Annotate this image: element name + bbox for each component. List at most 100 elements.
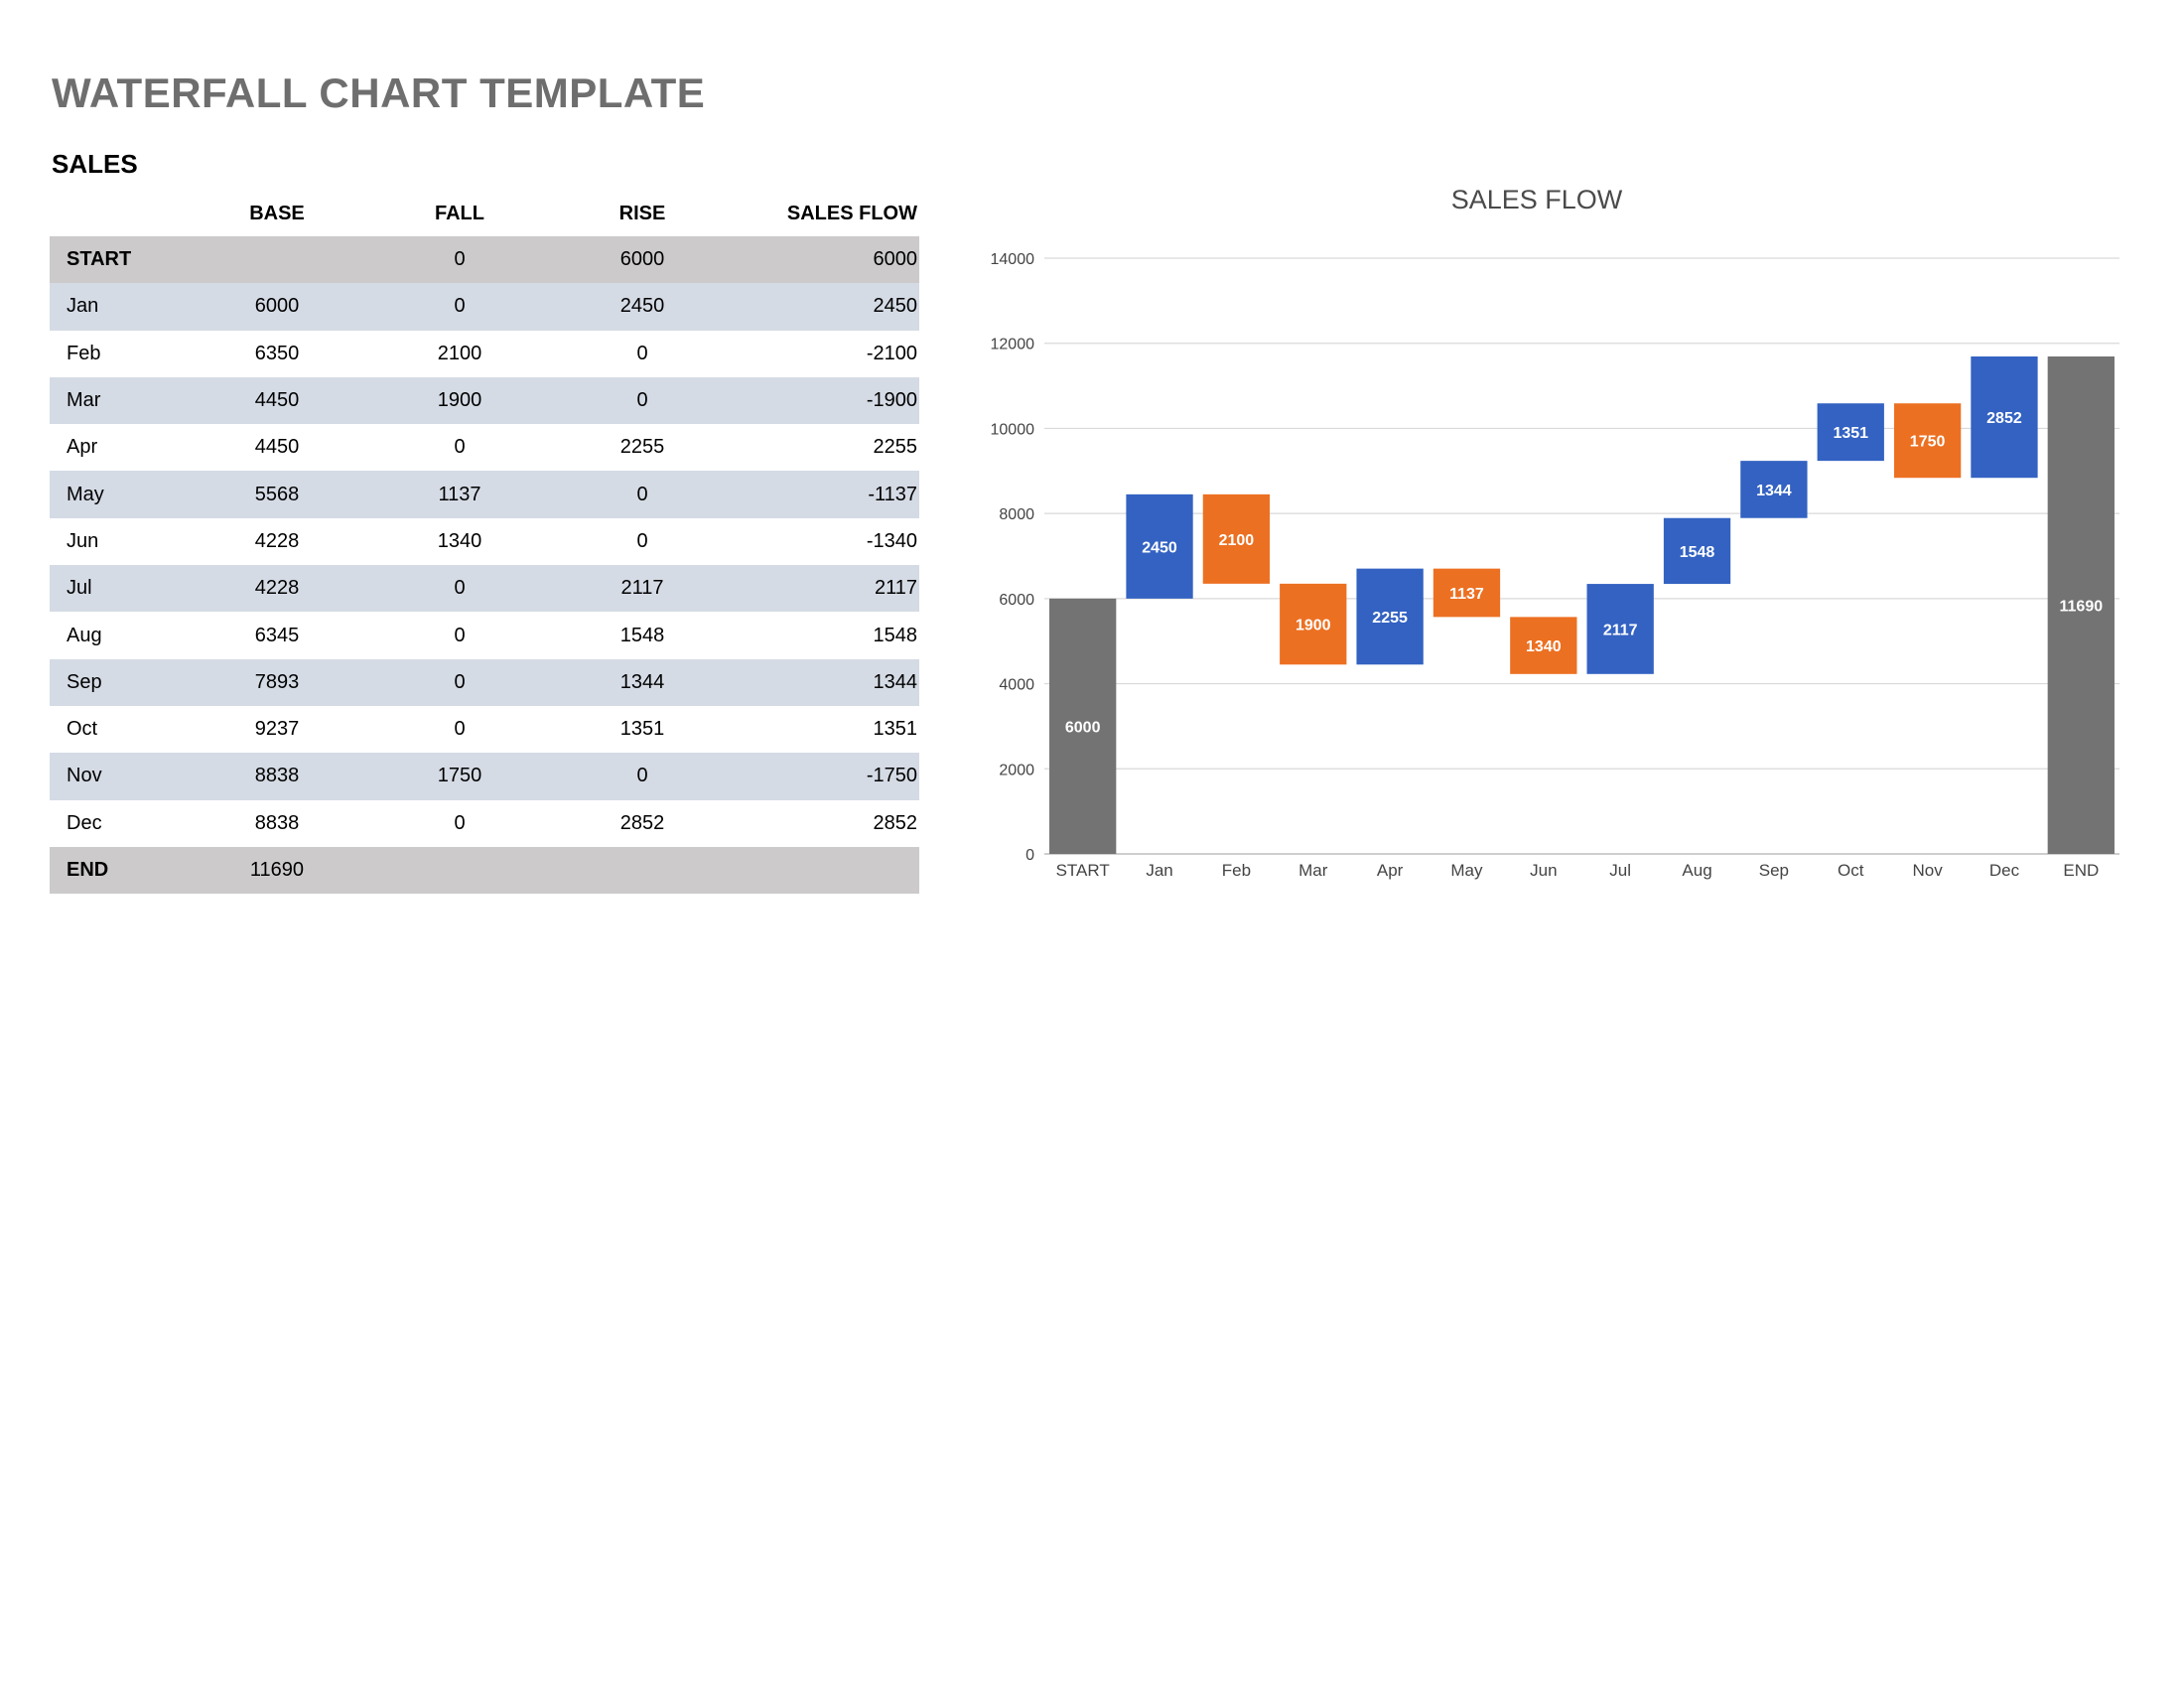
table-row: Jan 6000 0 2450 2450 — [50, 283, 919, 331]
cell-rise: 0 — [564, 471, 721, 518]
chart-bars: 6000 2450 2100 1900 2255 1137 1340 2117 1548 1344… — [1049, 356, 2115, 854]
table-row: Nov 8838 1750 0 -1750 — [50, 753, 919, 800]
cell-label: Jun — [50, 517, 199, 566]
cell-flow — [721, 846, 919, 895]
header-sales-flow: SALES FLOW — [786, 202, 917, 224]
cell-base: 4228 — [199, 565, 355, 613]
cell-rise: 0 — [564, 517, 721, 566]
bar-start — [1049, 598, 1117, 854]
bar-aug — [1663, 517, 1731, 585]
bar-value-label: 2100 — [1219, 532, 1255, 549]
bar-value-label: 11690 — [2060, 599, 2104, 616]
bar-jul — [1586, 584, 1654, 674]
cell-fall: 0 — [355, 236, 564, 284]
bar-sep — [1740, 461, 1808, 518]
table-row: START 0 6000 6000 — [50, 236, 919, 284]
cell-rise: 1344 — [564, 658, 721, 706]
cell-label: END — [50, 846, 199, 895]
bar-value-label: 1137 — [1449, 586, 1484, 603]
x-tick-label: Oct — [1838, 861, 1864, 880]
cell-rise: 6000 — [564, 236, 721, 284]
cell-label: Jul — [50, 565, 199, 613]
cell-base: 4450 — [199, 424, 355, 472]
cell-fall: 0 — [355, 283, 564, 331]
cell-fall: 0 — [355, 565, 564, 613]
x-tick-label: Aug — [1682, 861, 1711, 880]
bar-value-label: 2255 — [1372, 610, 1408, 627]
cell-base: 7893 — [199, 658, 355, 706]
x-tick-label: END — [2063, 861, 2099, 880]
cell-label: Mar — [50, 376, 199, 425]
y-tick-label: 6000 — [999, 592, 1034, 609]
table-row: May 5568 1137 0 -1137 — [50, 471, 919, 518]
cell-fall: 0 — [355, 658, 564, 706]
cell-flow: -1900 — [721, 376, 919, 425]
x-tick-label: Sep — [1759, 861, 1789, 880]
y-tick-label: 10000 — [991, 421, 1035, 438]
cell-flow: 1344 — [721, 658, 919, 706]
cell-rise: 2255 — [564, 424, 721, 472]
cell-label: Aug — [50, 612, 199, 659]
header-fall: FALL — [435, 202, 484, 224]
bar-value-label: 2450 — [1142, 539, 1177, 556]
header-rise: RISE — [618, 202, 666, 224]
cell-flow: -1340 — [721, 517, 919, 566]
cell-flow: -1750 — [721, 753, 919, 800]
cell-flow: 1548 — [721, 612, 919, 659]
cell-flow: 2117 — [721, 565, 919, 613]
cell-rise: 2450 — [564, 283, 721, 331]
cell-label: Nov — [50, 753, 199, 800]
table-row: Aug 6345 0 1548 1548 — [50, 612, 919, 659]
cell-label: Apr — [50, 424, 199, 472]
cell-rise: 1351 — [564, 705, 721, 754]
bar-jun — [1510, 617, 1577, 674]
table-row: Feb 6350 2100 0 -2100 — [50, 330, 919, 377]
table-row: Mar 4450 1900 0 -1900 — [50, 376, 919, 425]
cell-base: 11690 — [199, 846, 355, 895]
cell-label: START — [50, 236, 199, 284]
cell-base: 8838 — [199, 753, 355, 800]
bar-value-label: 1344 — [1756, 483, 1792, 499]
y-tick-label: 2000 — [999, 762, 1034, 778]
cell-base: 9237 — [199, 705, 355, 754]
bar-value-label: 6000 — [1065, 719, 1101, 736]
cell-fall — [355, 846, 564, 895]
cell-flow: -2100 — [721, 330, 919, 377]
page-title: WATERFALL CHART TEMPLATE — [52, 70, 706, 116]
cell-rise: 2852 — [564, 799, 721, 847]
x-tick-label: Dec — [1989, 861, 2020, 880]
x-tick-label: Apr — [1377, 861, 1404, 880]
cell-fall: 1900 — [355, 376, 564, 425]
table-row: Oct 9237 0 1351 1351 — [50, 705, 919, 754]
cell-rise: 2117 — [564, 565, 721, 613]
cell-label: Sep — [50, 658, 199, 706]
x-tick-label: Jan — [1146, 861, 1172, 880]
cell-flow: 6000 — [721, 236, 919, 284]
table-row: Apr 4450 0 2255 2255 — [50, 424, 919, 472]
bar-oct — [1817, 403, 1884, 462]
cell-flow: 2852 — [721, 799, 919, 847]
x-tick-label: Nov — [1912, 861, 1943, 880]
bar-jan — [1126, 493, 1193, 599]
cell-label: Jan — [50, 283, 199, 331]
x-tick-label: Jul — [1609, 861, 1631, 880]
cell-fall: 2100 — [355, 330, 564, 377]
cell-rise: 0 — [564, 330, 721, 377]
bar-mar — [1280, 583, 1347, 665]
cell-rise: 0 — [564, 376, 721, 425]
cell-fall: 1750 — [355, 753, 564, 800]
header-base: BASE — [249, 202, 305, 224]
x-tick-label: May — [1450, 861, 1483, 880]
x-tick-label: Mar — [1298, 861, 1328, 880]
cell-base: 8838 — [199, 799, 355, 847]
table-row: Jul 4228 0 2117 2117 — [50, 565, 919, 613]
cell-label: Feb — [50, 330, 199, 377]
table-row: Sep 7893 0 1344 1344 — [50, 658, 919, 706]
sales-flow-chart: SALES FLOW 0 2000 4000 6000 8000 10000 12000 14… — [991, 185, 2119, 880]
bar-end — [2047, 356, 2115, 854]
y-axis-ticks: 0 2000 4000 6000 8000 10000 12000 14000 — [991, 251, 1035, 864]
cell-base: 4228 — [199, 517, 355, 566]
x-tick-label: START — [1056, 861, 1110, 880]
cell-flow: 1351 — [721, 705, 919, 754]
table-header-row: BASE FALL RISE SALES FLOW — [50, 191, 919, 236]
